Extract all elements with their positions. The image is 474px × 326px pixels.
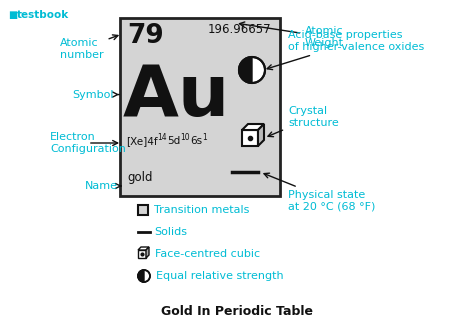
Text: Solids: Solids — [154, 227, 187, 237]
Text: Atomic
Weight: Atomic Weight — [239, 22, 344, 48]
Text: Symbol: Symbol — [72, 90, 119, 99]
Wedge shape — [239, 57, 252, 83]
Text: Au: Au — [122, 62, 230, 131]
Text: 14: 14 — [158, 133, 167, 142]
Text: 6s: 6s — [190, 136, 202, 146]
Text: 196.96657: 196.96657 — [208, 23, 272, 36]
Text: Physical state
at 20 °C (68 °F): Physical state at 20 °C (68 °F) — [264, 173, 375, 212]
Text: Electron
Configuration: Electron Configuration — [50, 132, 126, 154]
Text: [Xe]4f: [Xe]4f — [126, 136, 158, 146]
Bar — [138, 250, 146, 258]
Bar — [138, 205, 148, 215]
Bar — [120, 18, 280, 196]
Polygon shape — [146, 247, 149, 258]
Bar — [242, 130, 258, 146]
Text: 10: 10 — [181, 133, 190, 142]
Text: Equal relative strength: Equal relative strength — [156, 271, 283, 281]
Text: ■: ■ — [8, 10, 17, 20]
Text: 5d: 5d — [167, 136, 181, 146]
Text: Transition metals: Transition metals — [154, 205, 249, 215]
Text: Atomic
number: Atomic number — [60, 35, 118, 60]
Polygon shape — [258, 124, 264, 146]
Wedge shape — [138, 270, 144, 282]
Text: Gold In Periodic Table: Gold In Periodic Table — [161, 305, 313, 318]
Circle shape — [239, 57, 265, 83]
Text: Face-centred cubic: Face-centred cubic — [155, 249, 260, 259]
Circle shape — [138, 270, 150, 282]
Text: Crystal
structure: Crystal structure — [268, 106, 339, 137]
Text: gold: gold — [127, 171, 153, 184]
Text: testbook: testbook — [17, 10, 69, 20]
Text: Name: Name — [85, 181, 121, 191]
Text: 79: 79 — [127, 23, 164, 49]
Polygon shape — [138, 247, 149, 250]
Polygon shape — [242, 124, 264, 130]
Text: 1: 1 — [202, 133, 207, 142]
Text: Acid-base properties
of higher-valence oxides: Acid-base properties of higher-valence o… — [267, 30, 424, 70]
